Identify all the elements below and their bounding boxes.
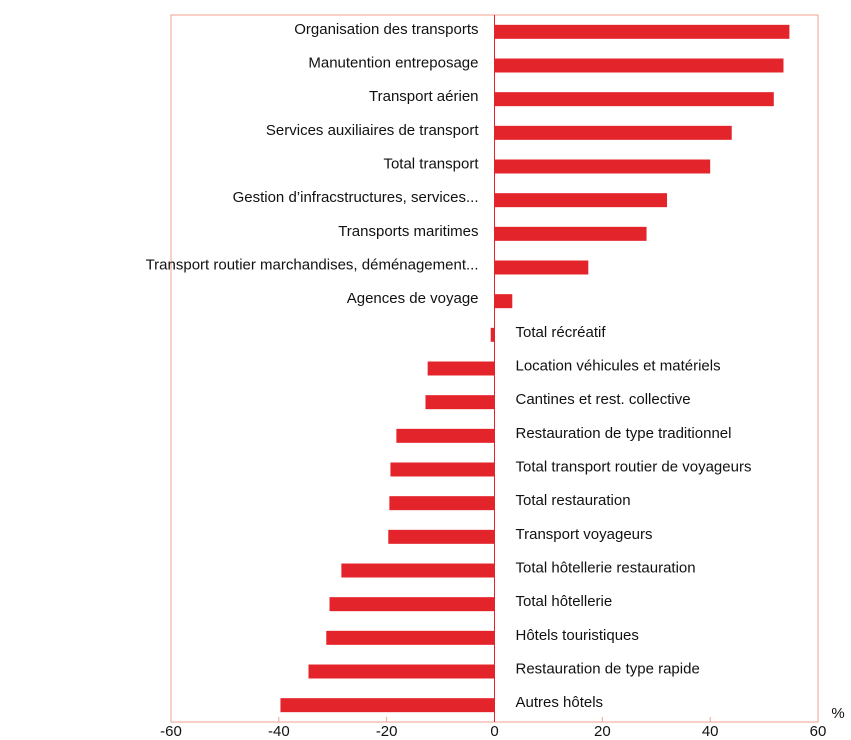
category-label: Agences de voyage: [347, 290, 479, 307]
category-label: Services auxiliaires de transport: [266, 122, 479, 139]
category-label: Location véhicules et matériels: [516, 357, 721, 374]
x-tick-label: 40: [702, 723, 719, 740]
bar: [341, 563, 495, 578]
x-tick-label: -60: [160, 723, 182, 740]
category-label: Total hôtellerie: [516, 593, 613, 610]
category-label: Hôtels touristiques: [516, 627, 639, 644]
bar: [390, 462, 495, 477]
category-label: Restauration de type rapide: [516, 660, 700, 677]
category-label: Transport routier marchandises, déménage…: [146, 256, 479, 273]
bar: [494, 226, 647, 241]
category-label: Restauration de type traditionnel: [516, 425, 732, 442]
category-label: Transport voyageurs: [516, 526, 653, 543]
category-label: Total transport routier de voyageurs: [516, 458, 752, 475]
bar: [490, 327, 495, 342]
x-tick-label: 0: [490, 723, 498, 740]
x-tick-label: 20: [594, 723, 611, 740]
bar: [388, 529, 495, 544]
bar: [425, 395, 495, 410]
bar: [326, 630, 495, 645]
bar: [396, 428, 495, 443]
bar: [494, 92, 774, 107]
x-tick-label: -20: [376, 723, 398, 740]
bar: [329, 597, 495, 612]
bar: [427, 361, 495, 376]
bar: [494, 294, 513, 309]
bar: [494, 159, 711, 174]
category-label: Gestion d’infracstructures, services...: [233, 189, 479, 206]
bar: [494, 260, 589, 275]
bar: [389, 496, 495, 511]
category-label: Transports maritimes: [338, 223, 478, 240]
x-tick-label: 60: [810, 723, 827, 740]
category-label: Total transport: [383, 155, 479, 172]
category-label: Transport aérien: [369, 88, 479, 105]
x-axis-unit: %: [831, 705, 844, 722]
category-label: Organisation des transports: [294, 21, 478, 38]
category-label: Total hôtellerie restauration: [516, 559, 696, 576]
bar: [494, 193, 668, 208]
x-tick-label: -40: [268, 723, 290, 740]
category-label: Total récréatif: [516, 324, 607, 341]
category-label: Manutention entreposage: [308, 54, 478, 71]
category-label: Cantines et rest. collective: [516, 391, 691, 408]
bar: [494, 125, 732, 140]
category-label: Total restauration: [516, 492, 631, 509]
category-label: Autres hôtels: [516, 694, 604, 711]
bar: [280, 698, 495, 713]
bar: [494, 24, 790, 39]
bar: [308, 664, 495, 679]
bar: [494, 58, 784, 73]
